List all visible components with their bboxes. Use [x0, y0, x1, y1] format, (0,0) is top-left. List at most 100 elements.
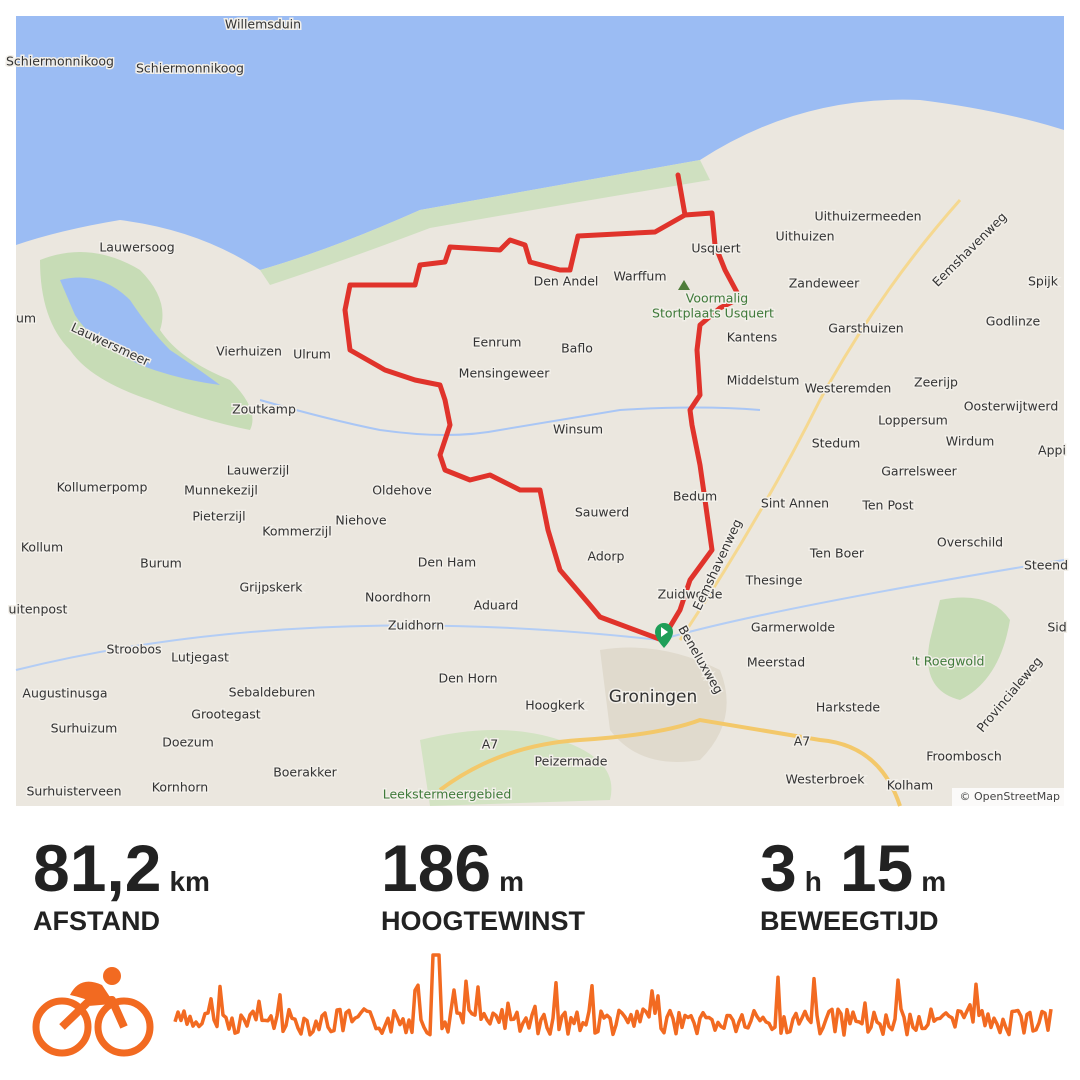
- place-label: Den Andel: [534, 274, 599, 289]
- place-label: Kommerzijl: [262, 524, 331, 539]
- place-label: Garsthuizen: [828, 321, 903, 336]
- stat-value: 81,2: [33, 831, 162, 905]
- place-label: Niehove: [335, 513, 386, 528]
- park-label: 't Roegwold: [912, 654, 985, 669]
- attribution-bg: [952, 788, 1064, 806]
- place-label: Steend: [1024, 558, 1068, 573]
- park-label: Stortplaats Usquert: [652, 306, 774, 321]
- place-label: Stroobos: [106, 642, 161, 657]
- place-label: Westerbroek: [786, 772, 866, 787]
- place-label: Oosterwijtwerd: [964, 399, 1059, 414]
- place-label: Bedum: [673, 489, 717, 504]
- place-label: Grijpskerk: [239, 580, 303, 595]
- stat-time: 3 h 15 m BEWEEGTIJD: [760, 830, 964, 937]
- stat-value: 15: [839, 831, 914, 905]
- place-label: Eenrum: [473, 335, 522, 350]
- place-label: Kantens: [727, 330, 778, 345]
- place-label: Ulrum: [293, 347, 331, 362]
- eemshavenweg-road: [678, 199, 962, 641]
- place-label: Usquert: [691, 241, 740, 256]
- coast: [260, 160, 710, 285]
- place-label: Den Ham: [418, 555, 476, 570]
- place-label: Kolham: [887, 778, 933, 793]
- canal: [15, 559, 1065, 671]
- place-label: Stedum: [812, 436, 861, 451]
- stat-elevation: 186 m HOOGTEWINST: [381, 830, 585, 937]
- place-label: Sint Annen: [761, 496, 829, 511]
- place-label: Uithuizermeeden: [814, 209, 921, 224]
- place-label: Hoogkerk: [525, 698, 585, 713]
- place-label: Garmerwolde: [751, 620, 836, 635]
- place-label: Kollum: [21, 540, 63, 555]
- place-label: Uithuizen: [775, 229, 834, 244]
- stat-unit: m: [921, 866, 947, 897]
- place-label: Lauwersoog: [99, 240, 174, 255]
- place-label: Froombosch: [926, 749, 1002, 764]
- river: [259, 399, 761, 436]
- stat-value: 3: [760, 831, 797, 905]
- stat-unit: h: [804, 866, 822, 897]
- stat-value: 186: [381, 831, 492, 905]
- place-label: Garrelsweer: [881, 464, 957, 479]
- park-label: Leekstermeergebied: [383, 787, 512, 802]
- place-label: Adorp: [588, 549, 625, 564]
- place-label: Schiermonnikoog: [6, 54, 114, 69]
- place-label: Zeerijp: [914, 375, 958, 390]
- place-label: Surhuisterveen: [26, 784, 121, 799]
- place-label: Pieterzijl: [192, 509, 245, 524]
- place-label: Sid: [1047, 620, 1066, 635]
- lake: [60, 277, 220, 385]
- place-label: Burum: [140, 556, 182, 571]
- cyclist-body: [70, 967, 121, 1004]
- park-label: Voormalig: [686, 291, 749, 306]
- stat-label: AFSTAND: [33, 906, 160, 936]
- place-label: Surhuizum: [51, 721, 118, 736]
- place-label: um: [16, 311, 36, 326]
- place-label: Aduard: [474, 598, 519, 613]
- start-marker: [655, 623, 673, 648]
- place-label: Peizermade: [535, 754, 608, 769]
- place-label: Sebaldeburen: [229, 685, 316, 700]
- place-label: Warffum: [613, 269, 666, 284]
- place-label: Sauwerd: [575, 505, 629, 520]
- place-label: Baflo: [561, 341, 593, 356]
- stat-distance: 81,2 km AFSTAND: [33, 830, 228, 937]
- place-label: Appi: [1038, 443, 1066, 458]
- place-label: Thesinge: [745, 573, 803, 588]
- place-label: Kornhorn: [152, 780, 208, 795]
- place-label: Zoutkamp: [232, 402, 296, 417]
- place-label: Schiermonnikoog: [136, 61, 244, 76]
- place-label: Ten Post: [861, 498, 913, 513]
- stat-unit: m: [499, 866, 525, 897]
- start-arrow: [661, 627, 668, 637]
- stat-label: BEWEEGTIJD: [760, 906, 939, 936]
- place-label: Oldehove: [372, 483, 432, 498]
- place-label: Willemsduin: [225, 17, 301, 32]
- place-label: Overschild: [937, 535, 1003, 550]
- place-label: Zuidhorn: [388, 618, 444, 633]
- place-label: Meerstad: [747, 655, 805, 670]
- stat-label: HOOGTEWINST: [381, 906, 585, 936]
- place-label: Zandeweer: [789, 276, 860, 291]
- place-label: Kollumerpomp: [57, 480, 148, 495]
- place-label: Boerakker: [273, 765, 337, 780]
- place-label: Noordhorn: [365, 590, 431, 605]
- elevation-profile: [173, 953, 1053, 1037]
- place-label: Middelstum: [727, 373, 800, 388]
- place-label: Westeremden: [805, 381, 892, 396]
- place-label: Lauwerzijl: [227, 463, 290, 478]
- place-label: Grootegast: [191, 707, 261, 722]
- landmark-icon: [678, 280, 690, 290]
- sea: [16, 16, 1064, 270]
- road-label: A7: [482, 737, 499, 752]
- road-label: A7: [794, 734, 811, 749]
- place-label: Doezum: [162, 735, 214, 750]
- city-label: Groningen: [609, 687, 698, 707]
- place-label: Munnekezijl: [184, 483, 258, 498]
- place-label: Ten Boer: [809, 546, 865, 561]
- cycling-icon: [32, 996, 154, 1057]
- leekstermeer: [420, 730, 612, 806]
- place-label: Loppersum: [878, 413, 948, 428]
